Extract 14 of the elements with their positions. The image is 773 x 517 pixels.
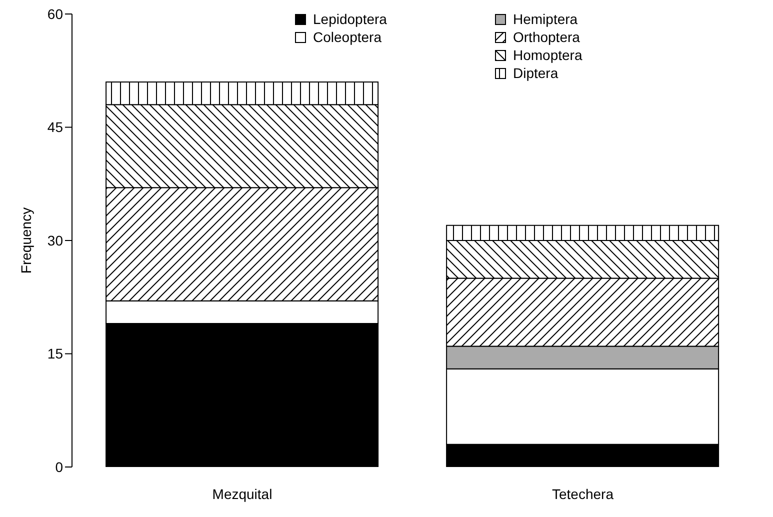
y-tick-label: 60 — [47, 6, 64, 22]
legend-label: Orthoptera — [513, 29, 580, 45]
legend-label: Diptera — [513, 65, 558, 81]
y-tick-label: 0 — [55, 458, 64, 475]
y-tick-label: 45 — [47, 119, 64, 136]
legend-label: Lepidoptera — [313, 11, 387, 27]
x-tick-label: Mezquital — [212, 486, 272, 502]
y-axis-title: Frequency — [18, 207, 34, 274]
x-tick-label: Tetechera — [552, 486, 614, 502]
legend-label: Coleoptera — [313, 29, 382, 45]
legend-label: Homoptera — [513, 47, 582, 63]
y-tick-label: 15 — [47, 346, 64, 362]
y-tick-label: 30 — [47, 232, 64, 248]
legend-label: Hemiptera — [513, 11, 578, 27]
